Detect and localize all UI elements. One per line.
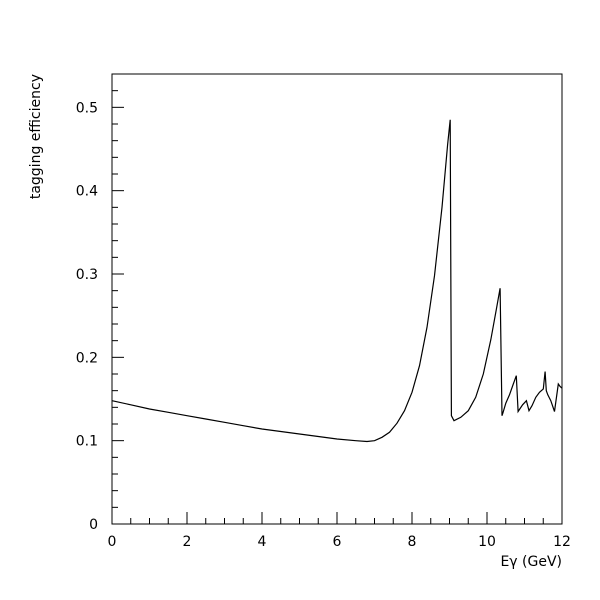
y-tick-label: 0.1 [76, 434, 98, 450]
y-tick-label: 0.5 [76, 100, 98, 116]
y-tick-label: 0 [89, 517, 98, 533]
x-tick-label: 12 [553, 534, 571, 550]
y-tick-label: 0.3 [76, 267, 98, 283]
y-tick-label: 0.2 [76, 350, 98, 366]
x-axis: 0 2 4 6 8 10 12 [108, 512, 571, 550]
x-axis-title: Eγ (GeV) [500, 554, 562, 570]
x-tick-label: 6 [333, 534, 342, 550]
x-tick-label: 8 [408, 534, 417, 550]
efficiency-line [111, 119, 563, 443]
x-tick-label: 0 [108, 534, 117, 550]
y-axis-title: tagging efficiency [28, 74, 44, 199]
y-tick-label: 0.4 [76, 184, 98, 200]
x-tick-label: 2 [183, 534, 192, 550]
plot-frame [111, 73, 563, 525]
x-tick-label: 10 [478, 534, 496, 550]
y-axis: 0 0.1 0.2 0.3 0.4 0.5 [76, 73, 124, 533]
x-tick-label: 4 [258, 534, 267, 550]
